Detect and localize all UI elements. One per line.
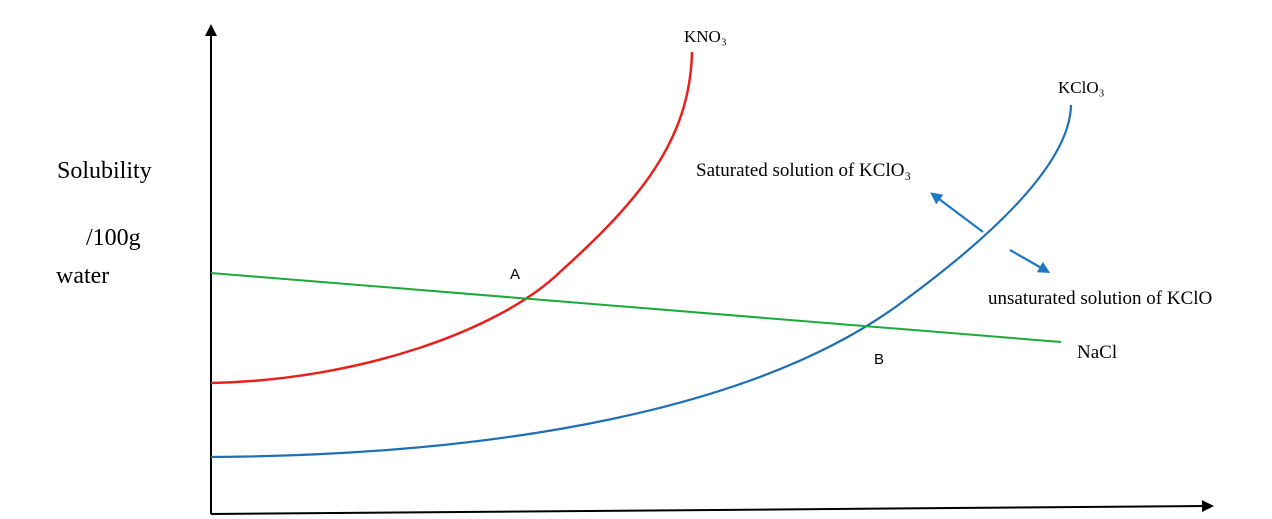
point-label-b: B: [874, 351, 884, 368]
arrow-to-saturated: [930, 192, 984, 233]
x-axis: [210, 500, 1214, 515]
series-line-kclo3: [210, 104, 1073, 459]
series-line-nacl: [210, 272, 1062, 343]
y-axis-label-line-3: water: [56, 263, 110, 289]
series-label-kno3: KNO₃: [684, 27, 727, 46]
y-axis-label-line-2: /100g: [86, 225, 141, 251]
point-label-a: A: [510, 266, 520, 283]
arrow-to-unsaturated: [1009, 249, 1051, 273]
series-line-kno3: [210, 51, 694, 385]
annotation-saturated: Saturated solution of KClO₃: [696, 160, 911, 181]
series-label-kclo3: KClO₃: [1058, 78, 1105, 97]
y-axis-label-line-1: Solubility: [57, 158, 152, 184]
annotation-unsaturated: unsaturated solution of KClO: [988, 288, 1212, 309]
series-label-nacl: NaCl: [1077, 342, 1117, 363]
